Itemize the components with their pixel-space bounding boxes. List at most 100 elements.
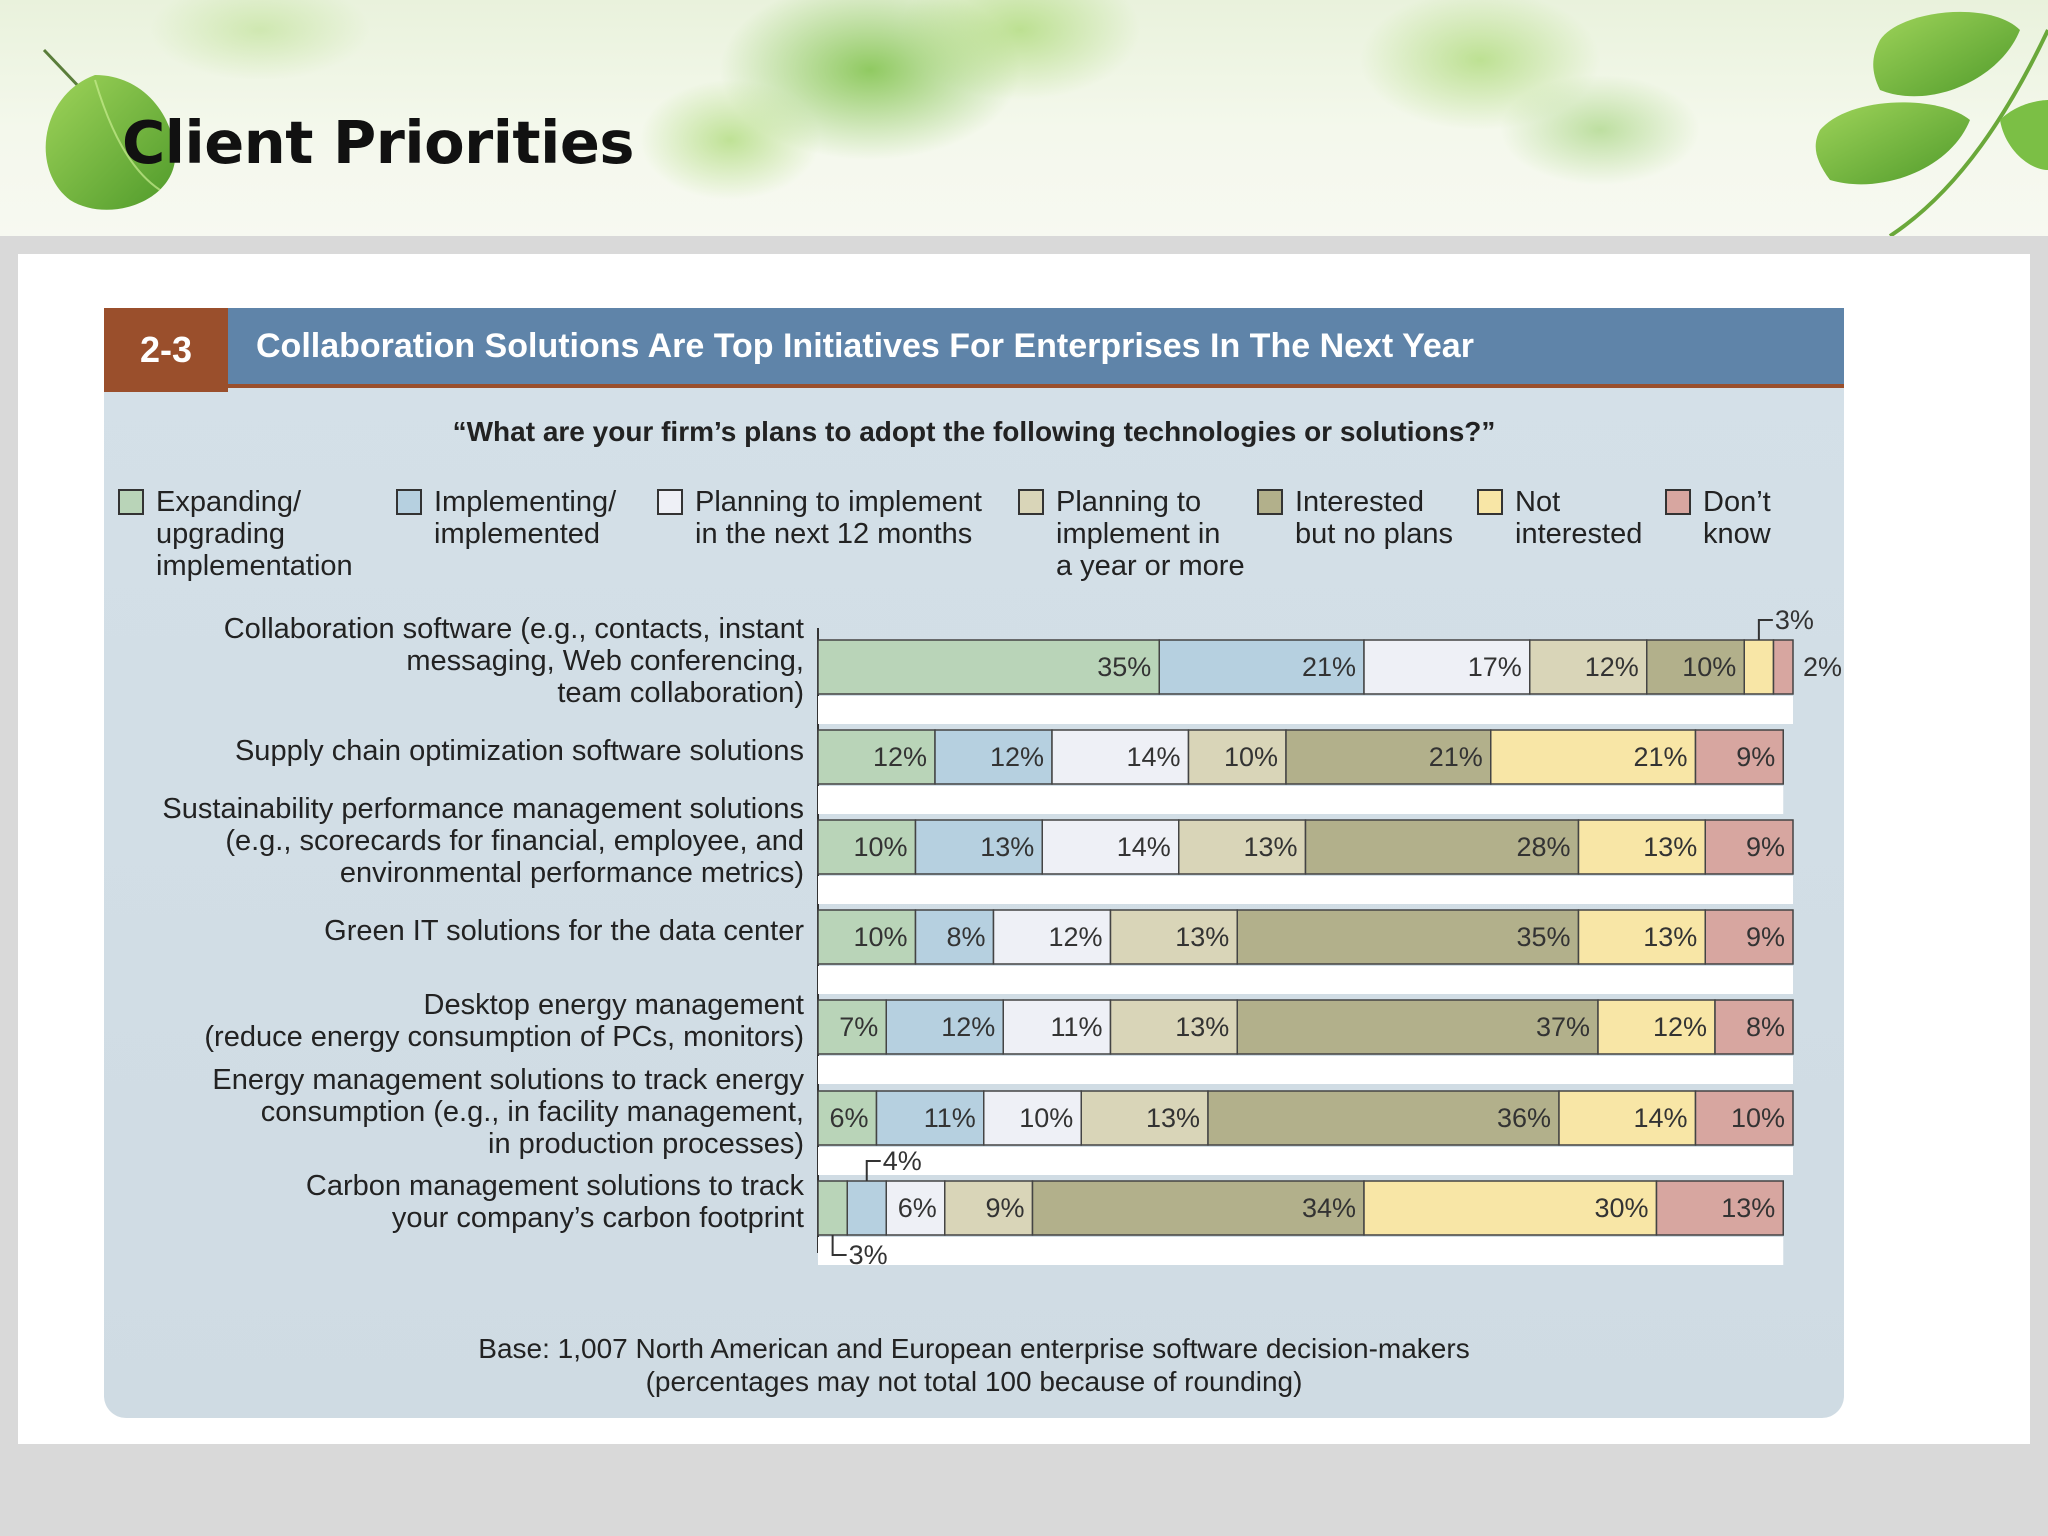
label-leader: [865, 1160, 881, 1181]
row-gap: [818, 786, 1784, 814]
bar-segment: [1772, 639, 1794, 695]
base-note: Base: 1,007 North American and European …: [104, 1332, 1844, 1398]
bar-segment: [1577, 909, 1706, 965]
bar-segment: [885, 1180, 946, 1236]
legend-label-line: in the next 12 months: [695, 518, 973, 550]
legend-label-line: Don’t: [1703, 486, 1771, 518]
row-label-line: Energy management solutions to track ene…: [212, 1064, 804, 1096]
label-leader: [831, 1235, 847, 1256]
slide-banner: [0, 0, 2048, 236]
row-label-line: Supply chain optimization software solut…: [234, 735, 804, 767]
bar-segment: [1655, 1180, 1784, 1236]
bar-segment: [817, 999, 887, 1055]
row-label-line: Carbon management solutions to track: [305, 1170, 804, 1202]
bar-segment: [983, 1090, 1082, 1146]
legend-label-line: interested: [1515, 518, 1643, 550]
bar-label: 10%: [1731, 1103, 1785, 1133]
bar-segment: [817, 729, 936, 785]
bar-segment: [1714, 999, 1794, 1055]
bar-label: 30%: [1594, 1193, 1648, 1223]
legend-label-line: but no plans: [1295, 518, 1454, 550]
bar-label: 13%: [1175, 1012, 1229, 1042]
bar-label: 28%: [1516, 832, 1570, 862]
legend-swatch: [1257, 489, 1283, 515]
bar-label: 11%: [1050, 1012, 1102, 1042]
bar-label: 13%: [1175, 922, 1229, 952]
legend-label: Expanding/upgrading implementation: [156, 486, 353, 582]
label-leader: [1757, 619, 1773, 640]
row-gap: [818, 966, 1793, 994]
survey-question: “What are your firm’s plans to adopt the…: [452, 416, 1496, 447]
leaf-decoration: [42, 0, 2048, 236]
legend-label: Interested but no plans: [1295, 486, 1453, 550]
bar-segment: [1743, 639, 1775, 695]
row-label-line: messaging, Web conferencing,: [406, 645, 804, 677]
row-label: Sustainability performance management so…: [162, 793, 804, 889]
row-gap: [818, 876, 1793, 904]
row-label-line: Collaboration software (e.g., contacts, …: [223, 613, 804, 645]
bar-segment: [1704, 909, 1794, 965]
bar-label: 37%: [1536, 1012, 1590, 1042]
bar-segment: [846, 1180, 887, 1236]
bar-label: 12%: [1653, 1012, 1707, 1042]
chart-figure: 2-3 Collaboration Solutions Are Top Init…: [104, 308, 1844, 1418]
bar-label: 11%: [924, 1103, 976, 1133]
row-label: Energy management solutions to track ene…: [212, 1064, 804, 1160]
bar-segment: [1577, 819, 1706, 875]
bar-label: 6%: [829, 1103, 868, 1133]
row-gap: [818, 1056, 1793, 1084]
figure-title: Collaboration Solutions Are Top Initiati…: [228, 308, 1844, 388]
legend-label: Don’t know: [1703, 486, 1771, 550]
legend-label-line: Implementing/: [434, 486, 617, 518]
bar-label: 12%: [990, 742, 1044, 772]
legend-swatch: [396, 489, 422, 515]
bar-segment: [875, 1090, 985, 1146]
bar-label: 9%: [1736, 742, 1775, 772]
bar-segment: [1031, 1180, 1365, 1236]
bar-label: 13%: [1146, 1103, 1200, 1133]
bar-label: 36%: [1497, 1103, 1551, 1133]
row-label-line: consumption (e.g., in facility managemen…: [260, 1096, 804, 1128]
bar-label: 34%: [1302, 1193, 1356, 1223]
bar-segment: [1558, 1090, 1697, 1146]
bar-label: 9%: [985, 1193, 1024, 1223]
row-gap: [818, 1237, 1784, 1265]
bar-segment: [817, 819, 917, 875]
row-label-line: Desktop energy management: [423, 989, 804, 1021]
legend-label-line: Expanding/: [156, 486, 302, 518]
bar-segment: [1304, 819, 1580, 875]
slide-title: Client Priorities: [122, 108, 635, 177]
bar-label: 13%: [1643, 922, 1697, 952]
row-gap: [818, 1147, 1793, 1175]
bar-segment: [914, 909, 995, 965]
legend-label-line: Interested: [1295, 486, 1424, 518]
row-label: Supply chain optimization software solut…: [235, 735, 804, 767]
legend-swatch: [118, 489, 144, 515]
bar-label: 6%: [898, 1193, 937, 1223]
bar-segment: [1178, 819, 1307, 875]
bar-label: 8%: [946, 922, 985, 952]
bar-label: 10%: [853, 832, 907, 862]
bar-segment: [817, 1180, 848, 1236]
bar-segment: [1158, 639, 1365, 695]
bar-segment: [817, 909, 917, 965]
row-label-line: team collaboration): [557, 677, 804, 709]
bar-label: 21%: [1302, 652, 1356, 682]
row-label-line: in production processes): [488, 1128, 804, 1160]
row-label-line: your company’s carbon footprint: [391, 1202, 804, 1234]
legend-label-line: implementation: [156, 550, 353, 582]
base-note-line-2: (percentages may not total 100 because o…: [645, 1366, 1303, 1397]
legend-label-line: implement in: [1056, 518, 1221, 550]
legend-label-line: a year or more: [1056, 550, 1245, 582]
legend-label-line: implemented: [434, 518, 601, 550]
row-label-line: Green IT solutions for the data center: [324, 915, 804, 947]
bar-segment: [1646, 639, 1745, 695]
stacked-bar-chart: 35% 21% 17% 12% 10% 3% 2% 12% 12% 14% 10% 21% 21% 9% 1…: [817, 605, 1842, 1270]
bar-label: 12%: [1585, 652, 1639, 682]
row-label: Collaboration software (e.g., contacts, …: [224, 613, 804, 709]
bar-label: 21%: [1633, 742, 1687, 772]
legend-label-line: Not: [1515, 486, 1561, 518]
bar-label: 8%: [1746, 1012, 1785, 1042]
bar-label: 14%: [1126, 742, 1180, 772]
bar-label: 12%: [873, 742, 927, 772]
